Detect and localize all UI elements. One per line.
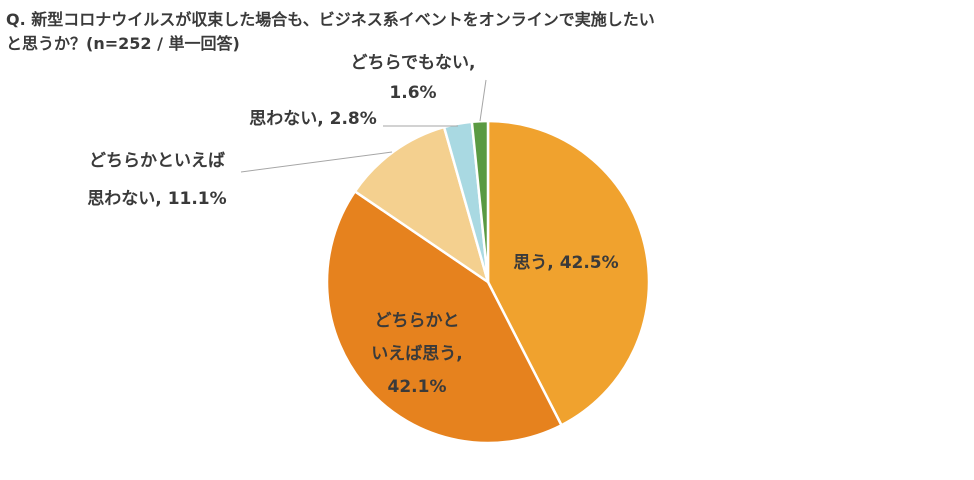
- title-line-1: Q. 新型コロナウイルスが収束した場合も、ビジネス系イベントをオンラインで実施し…: [6, 10, 655, 29]
- slice-label-3-line-1: どちらかといえば: [89, 151, 225, 171]
- slice-label-5: どちらでもない, 1.6%: [351, 53, 476, 103]
- slice-label-5-line-2: 1.6%: [389, 83, 436, 103]
- leader-line-5: [479, 79, 487, 122]
- title-line-2: と思うか？(n=252 / 単一回答): [6, 34, 240, 53]
- slice-label-3-line-2: 思わない, 11.1%: [87, 189, 226, 209]
- slice-label-2-line-2: いえば思う,: [371, 344, 462, 364]
- pie-slice-2: [325, 189, 564, 445]
- slice-label-2: どちらかといえば思う, 42.1%: [371, 311, 462, 397]
- pie-slice-5: [470, 119, 490, 283]
- slice-label-4-line-1: 思わない, 2.8%: [249, 109, 377, 129]
- slice-label-4: 思わない, 2.8%: [249, 109, 377, 129]
- slice-label-1: 思う, 42.5%: [513, 253, 618, 273]
- slice-label-1-line-1: 思う, 42.5%: [513, 253, 618, 273]
- slice-label-3: どちらかといえば思わない, 11.1%: [87, 151, 226, 209]
- slice-label-5-line-1: どちらでもない,: [351, 53, 476, 73]
- slice-label-2-line-1: どちらかと: [375, 311, 460, 331]
- leader-line-3: [240, 151, 393, 173]
- slice-label-2-line-3: 42.1%: [388, 377, 447, 397]
- pie-slice-1: [486, 119, 651, 427]
- chart-title: Q. 新型コロナウイルスが収束した場合も、ビジネス系イベントをオンラインで実施し…: [6, 8, 806, 56]
